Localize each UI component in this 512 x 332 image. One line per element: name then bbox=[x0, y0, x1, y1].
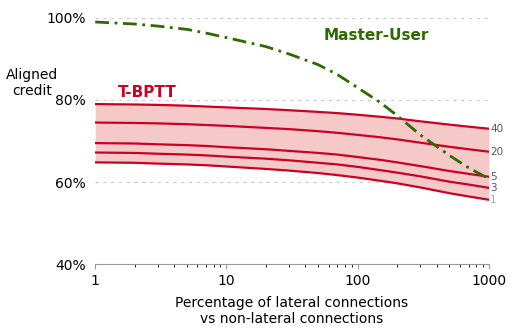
Text: 5: 5 bbox=[490, 172, 497, 182]
Text: 1: 1 bbox=[490, 195, 497, 205]
Text: Master-User: Master-User bbox=[324, 28, 429, 43]
Text: T-BPTT: T-BPTT bbox=[118, 85, 177, 100]
Text: 20: 20 bbox=[490, 147, 503, 157]
Text: 40: 40 bbox=[490, 124, 503, 134]
Text: 3: 3 bbox=[490, 183, 497, 193]
X-axis label: Percentage of lateral connections
vs non-lateral connections: Percentage of lateral connections vs non… bbox=[176, 296, 409, 326]
Y-axis label: Aligned
credit: Aligned credit bbox=[6, 68, 58, 98]
